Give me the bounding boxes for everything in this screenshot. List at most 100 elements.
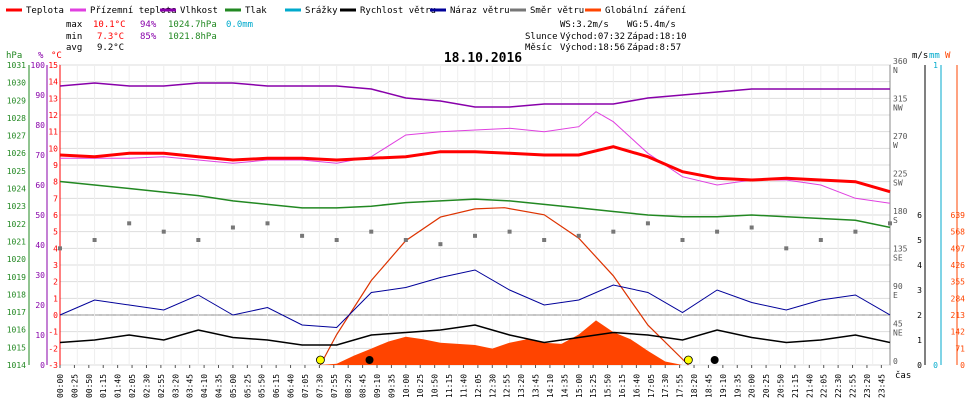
w-tick-label: 497 <box>951 244 966 253</box>
ms-tick-label: 6 <box>917 211 922 220</box>
series-humidity <box>59 82 890 108</box>
x-tick-label: 05:50 <box>258 374 267 398</box>
wind-ws: WS:3.2m/s <box>560 20 609 30</box>
wind-direction-point <box>92 238 97 242</box>
wind-direction-point <box>576 233 581 238</box>
moonrise-marker <box>710 356 719 364</box>
wind-direction-point <box>438 242 443 247</box>
wind-direction-point <box>784 246 789 251</box>
dir-tick-deg: 45 <box>893 320 903 329</box>
x-tick-label: 17:30 <box>661 374 670 398</box>
x-tick-label: 10:50 <box>431 374 440 398</box>
pct-tick-label: 50 <box>35 211 45 220</box>
wind-direction-point <box>127 221 132 226</box>
legend-label-0: Teplota <box>26 6 64 16</box>
x-tick-label: 04:10 <box>200 374 209 398</box>
dir-tick-card: W <box>893 141 898 150</box>
w-tick-label: 639 <box>951 211 966 220</box>
x-tick-label: 23:20 <box>863 374 872 398</box>
hpa-tick-label: 1022 <box>7 220 26 229</box>
series <box>58 82 892 366</box>
x-tick-label: 09:35 <box>387 374 396 398</box>
pct-tick-label: 100 <box>31 61 46 70</box>
ms-tick-label: 3 <box>917 286 922 295</box>
w-tick-label: 284 <box>951 294 966 303</box>
legend-label-2: Vlhkost <box>180 6 218 16</box>
stats-min-hum: 85% <box>140 32 157 42</box>
stats-min-temp: 7.3°C <box>97 32 124 42</box>
ms-tick-label: 1 <box>917 336 922 345</box>
wind-direction-point <box>749 225 754 230</box>
deg-tick-label: -3 <box>48 361 58 370</box>
x-tick-label: 20:00 <box>748 374 757 398</box>
deg-tick-label: 4 <box>53 244 58 253</box>
w-tick-label: 568 <box>951 228 966 237</box>
x-tick-label: 15:50 <box>604 374 613 398</box>
x-tick-label: 21:15 <box>791 374 800 398</box>
stats-min-press: 1021.8hPa <box>168 32 217 42</box>
deg-tick-label: 14 <box>48 78 58 87</box>
wind-direction-point <box>473 233 477 238</box>
wind-direction-point <box>334 238 339 242</box>
wind-direction-point <box>507 229 512 234</box>
x-tick-label: 13:20 <box>517 374 526 398</box>
series-global-radiation <box>319 320 683 365</box>
stats-block: max 10.1°C 94% 1024.7hPa 0.0mm min 7.3°C… <box>66 20 687 53</box>
x-tick-label: 22:55 <box>849 374 858 398</box>
wind-direction-point <box>230 225 235 230</box>
hpa-tick-label: 1027 <box>7 132 26 141</box>
wind-direction-point <box>403 238 408 242</box>
dir-tick-deg: 0 <box>893 357 898 366</box>
x-tick-label: 07:55 <box>330 374 339 398</box>
x-tick-label: 01:40 <box>114 374 123 398</box>
moon-rise: Východ:18:56 <box>560 43 625 53</box>
sun-set: Západ:18:10 <box>627 32 687 42</box>
ms-tick-label: 5 <box>917 236 922 245</box>
hpa-tick-label: 1018 <box>7 290 26 299</box>
deg-tick-label: 8 <box>53 178 58 187</box>
legend-label-7: Směr větru <box>530 6 584 16</box>
x-tick-label: 18:20 <box>690 374 699 398</box>
mm-tick-bottom: 0 <box>933 361 938 370</box>
x-tick-label: 08:45 <box>359 374 368 398</box>
stats-max-label: max <box>66 20 83 30</box>
w-tick-label: 213 <box>951 311 966 320</box>
hpa-tick-label: 1030 <box>7 79 26 88</box>
x-tick-label: 01:15 <box>99 374 108 398</box>
legend: Teplota Přízemní teplota Vlhkost Tlak Srážky… <box>6 6 686 16</box>
dir-tick-deg: 90 <box>893 282 903 291</box>
wind-direction-point <box>645 221 650 226</box>
x-tick-label: 08:20 <box>344 374 353 398</box>
w-tick-label: 0 <box>960 361 965 370</box>
pct-tick-label: 10 <box>35 331 45 340</box>
legend-label-1: Přízemní teplota <box>90 6 177 16</box>
deg-tick-label: 10 <box>48 144 58 153</box>
stats-avg-label: avg <box>66 43 82 53</box>
deg-tick-label: 12 <box>48 111 58 120</box>
wind-direction-point <box>611 229 616 234</box>
x-tick-label: 00:25 <box>70 374 79 398</box>
x-tick-label: 05:00 <box>229 374 238 398</box>
x-tick-label: 10:25 <box>416 374 425 398</box>
hpa-tick-label: 1020 <box>7 255 26 264</box>
hpa-tick-label: 1015 <box>7 343 26 352</box>
w-tick-label: 355 <box>951 278 966 287</box>
dir-tick-deg: 180 <box>893 207 908 216</box>
series-pressure <box>59 180 891 229</box>
deg-tick-label: 9 <box>53 161 58 170</box>
stats-max-rain: 0.0mm <box>226 20 253 30</box>
dir-tick-card: NW <box>893 104 903 113</box>
legend-label-3: Tlak <box>245 6 267 16</box>
x-tick-label: 14:10 <box>546 374 555 398</box>
pct-header: % <box>38 51 44 61</box>
deg-tick-label: 7 <box>53 194 58 203</box>
x-tick-label: 09:10 <box>373 374 382 398</box>
legend-label-8: Globální záření <box>605 6 686 16</box>
deg-tick-label: 15 <box>48 61 58 70</box>
series-temperature <box>59 145 891 194</box>
x-tick-label: 20:50 <box>776 374 785 398</box>
wind-direction-point <box>818 238 823 242</box>
x-tick-label: 11:15 <box>445 374 454 398</box>
pct-tick-label: 20 <box>35 301 45 310</box>
pct-tick-label: 70 <box>35 151 45 160</box>
